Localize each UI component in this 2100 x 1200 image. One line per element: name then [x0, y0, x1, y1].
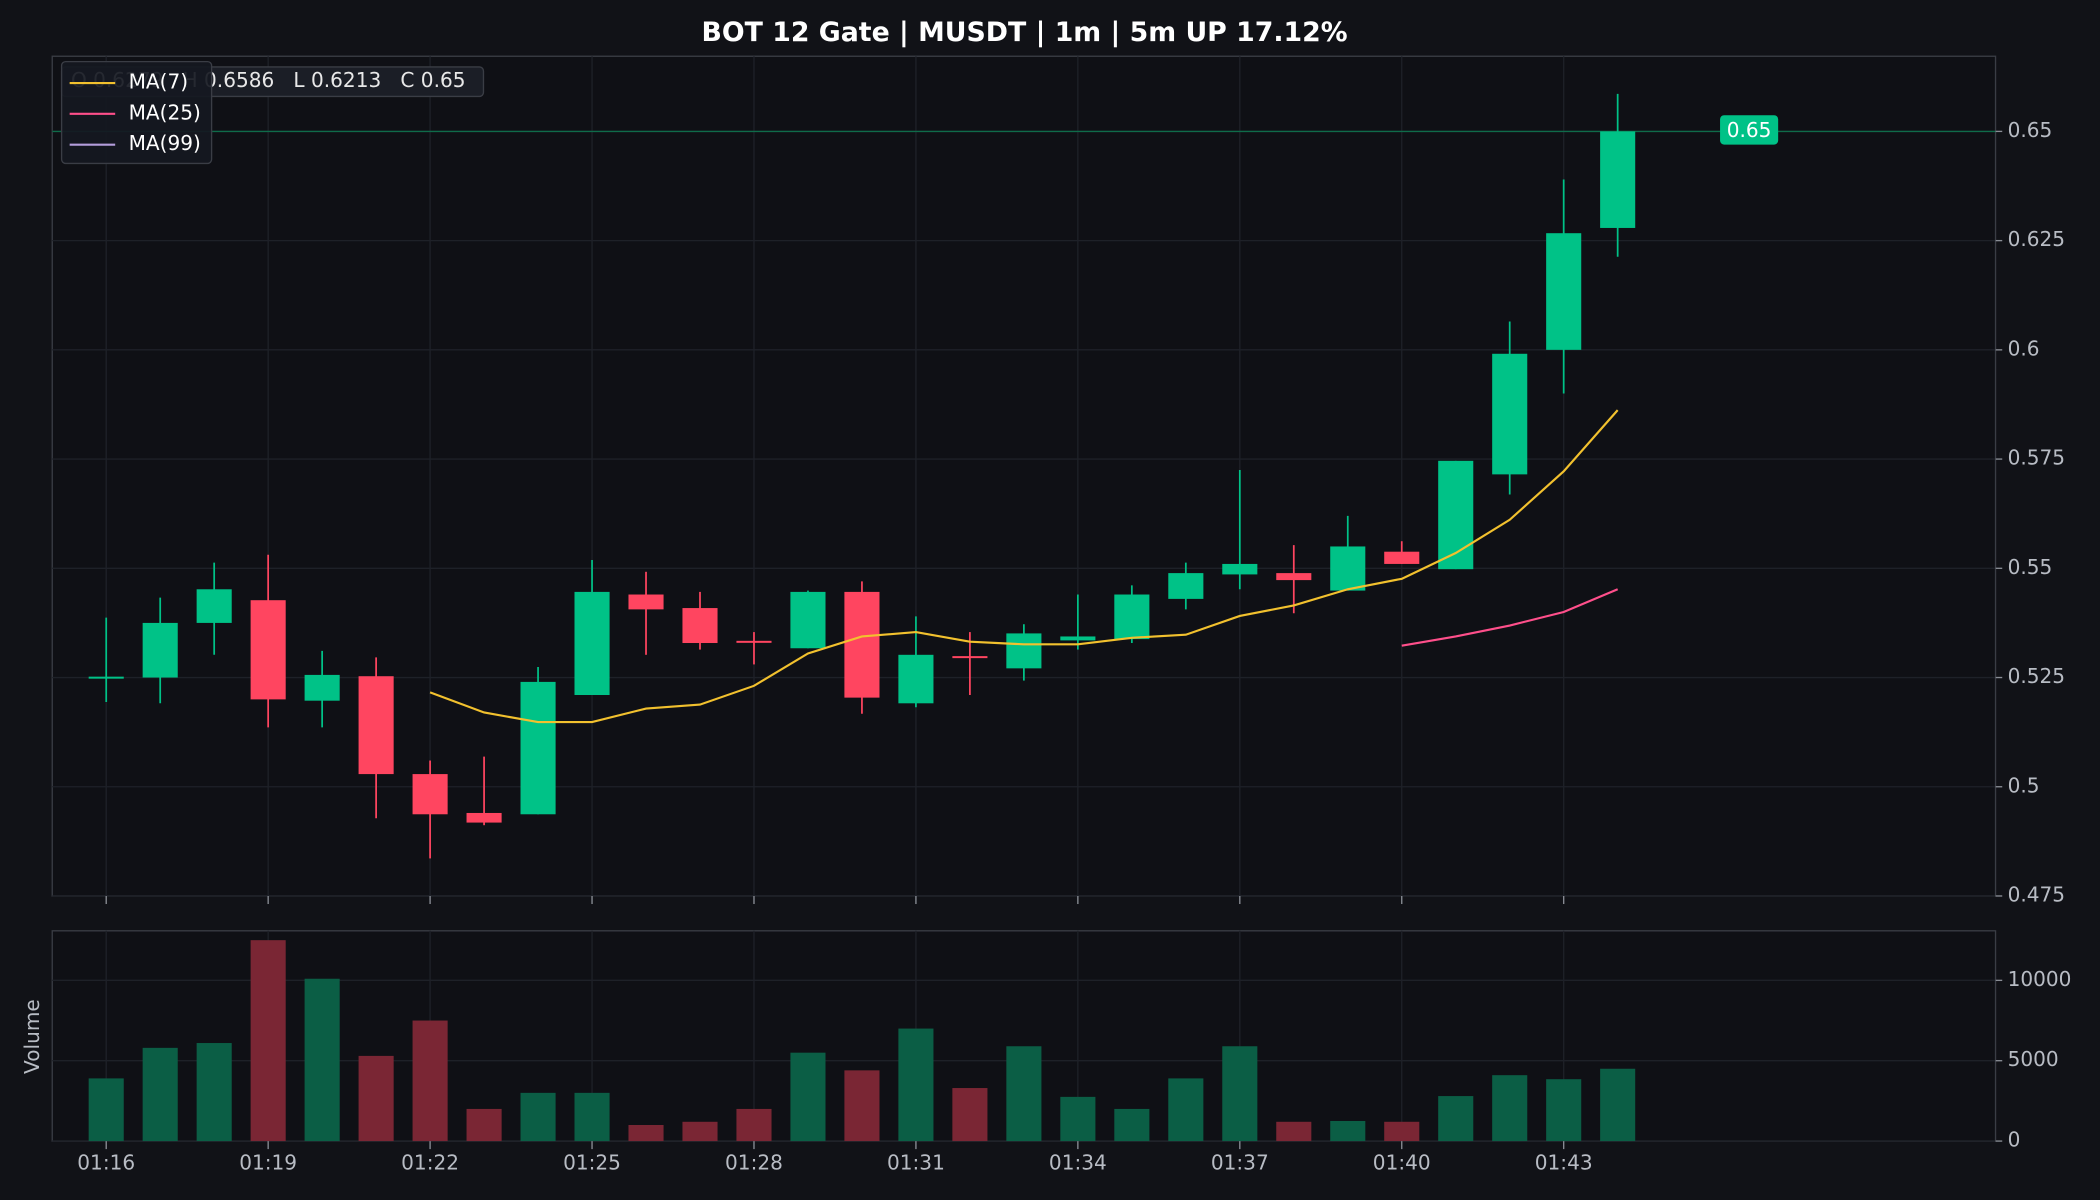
- volume-bar: [574, 1092, 610, 1142]
- legend-label: MA(99): [129, 131, 201, 155]
- volume-bar: [1330, 1120, 1366, 1142]
- candle-body: [1384, 551, 1420, 564]
- volume-bar: [1006, 1046, 1042, 1142]
- y-tick-label: 0.6: [2008, 336, 2040, 360]
- x-tick-label: 01:43: [1535, 1150, 1593, 1174]
- x-tick-label: 01:28: [725, 1150, 783, 1174]
- candle-body: [250, 600, 286, 700]
- volume-bar: [196, 1043, 232, 1142]
- y-tick-label: 0.475: [2008, 882, 2065, 906]
- y-tick-label: 0.65: [2008, 118, 2053, 142]
- last-price-tag-bg: [1720, 115, 1779, 145]
- candle-body: [1276, 573, 1312, 581]
- volume-bar: [1168, 1078, 1204, 1142]
- candle-body: [1600, 131, 1636, 228]
- volume-bar: [1276, 1121, 1312, 1142]
- y-tick-label: 0.525: [2008, 664, 2065, 688]
- candle-body: [1006, 633, 1042, 669]
- x-tick-label: 01:31: [887, 1150, 945, 1174]
- last-price-tag: 0.65: [1727, 118, 1772, 142]
- volume-bar: [412, 1020, 448, 1142]
- volume-y-tick-label: 0: [2008, 1128, 2021, 1152]
- candle-body: [1114, 594, 1150, 640]
- candle-body: [1168, 573, 1204, 599]
- volume-bar: [790, 1052, 826, 1142]
- volume-bar: [358, 1055, 394, 1142]
- candle-body: [520, 681, 556, 815]
- marks: [88, 93, 1636, 1142]
- candle-body: [628, 594, 664, 610]
- candle-body: [1438, 460, 1474, 570]
- ma-line: [429, 409, 1619, 724]
- y-tick-label: 0.575: [2008, 446, 2065, 470]
- y-tick-label: 0.625: [2008, 227, 2065, 251]
- candle-body: [790, 591, 826, 649]
- volume-bar: [682, 1121, 718, 1142]
- volume-axis-label: Volume: [20, 999, 44, 1074]
- candle-body: [1546, 233, 1582, 350]
- volume-bar: [250, 940, 286, 1142]
- volume-y-tick-label: 5000: [2008, 1047, 2059, 1071]
- volume-bar: [898, 1028, 934, 1142]
- volume-bar: [1114, 1108, 1150, 1142]
- volume-bar: [520, 1092, 556, 1142]
- volume-bar: [466, 1108, 502, 1142]
- volume-bar: [1438, 1096, 1474, 1142]
- volume-bar: [304, 978, 340, 1142]
- candle-body: [358, 676, 394, 775]
- candle-body: [898, 654, 934, 704]
- candle-body: [412, 774, 448, 815]
- ma-line: [1401, 588, 1619, 647]
- candle-body: [1222, 563, 1258, 575]
- x-tick-label: 01:16: [77, 1150, 135, 1174]
- x-tick-label: 01:19: [239, 1150, 297, 1174]
- candle-body: [142, 622, 178, 678]
- candle-body: [574, 591, 610, 696]
- overlay: O 0.6279 H 0.6586 L 0.6213 C 0.65 MA(7)M…: [60, 60, 1779, 165]
- volume-bar: [1492, 1075, 1528, 1142]
- candle-body: [88, 676, 124, 679]
- volume-bar: [142, 1047, 178, 1142]
- x-tick-label: 01:22: [401, 1150, 459, 1174]
- legend-box: [60, 60, 213, 165]
- volume-y-tick-label: 10000: [2008, 967, 2072, 991]
- x-tick-label: 01:34: [1049, 1150, 1107, 1174]
- y-tick-label: 0.55: [2008, 555, 2053, 579]
- volume-bar: [88, 1078, 124, 1142]
- volume-bar: [1600, 1068, 1636, 1142]
- volume-bar: [628, 1124, 664, 1142]
- candle-body: [736, 640, 772, 643]
- x-tick-label: 01:25: [563, 1150, 621, 1174]
- candle-body: [1060, 636, 1096, 641]
- candle-body: [1492, 353, 1528, 475]
- legend-label: MA(7): [129, 70, 189, 94]
- volume-bar: [1060, 1096, 1096, 1142]
- x-tick-label: 01:40: [1373, 1150, 1431, 1174]
- candle-body: [844, 591, 880, 698]
- chart-title: BOT 12 Gate | MUSDT | 1m | 5m UP 17.12%: [701, 17, 1347, 48]
- y-tick-label: 0.5: [2008, 773, 2040, 797]
- candle-body: [952, 656, 988, 659]
- legend-label: MA(25): [129, 100, 201, 124]
- volume-bar: [736, 1108, 772, 1142]
- volume-bar: [844, 1070, 880, 1142]
- candle-body: [682, 608, 718, 644]
- candle-body: [1330, 546, 1366, 591]
- candle-body: [304, 674, 340, 701]
- volume-bar: [952, 1088, 988, 1142]
- price-panel: [51, 55, 1997, 897]
- volume-bar: [1222, 1046, 1258, 1142]
- x-tick-label: 01:37: [1211, 1150, 1269, 1174]
- volume-bar: [1546, 1079, 1582, 1142]
- candle-body: [466, 812, 502, 823]
- volume-bar: [1384, 1121, 1420, 1142]
- candle-body: [196, 589, 232, 623]
